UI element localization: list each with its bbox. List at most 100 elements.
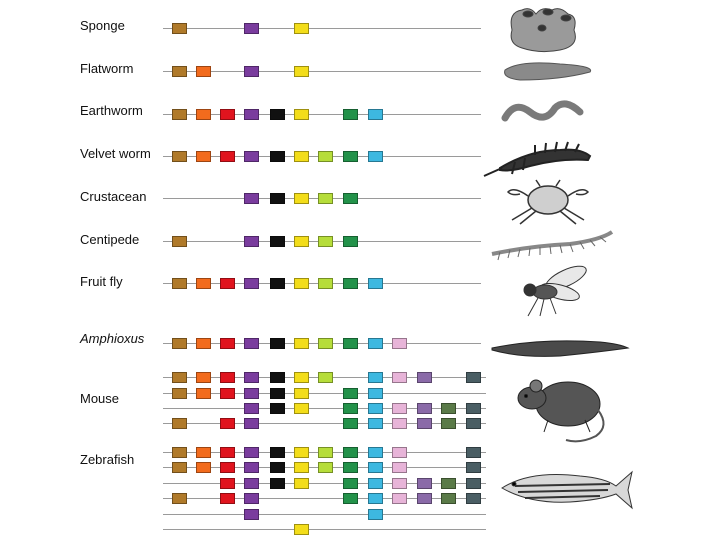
- fruit-fly-illustration: [523, 265, 587, 317]
- gene-box: [294, 372, 309, 383]
- gene-box: [220, 388, 235, 399]
- gene-box: [343, 109, 358, 120]
- taxon-label: Fruit fly: [80, 274, 123, 289]
- gene-box: [270, 151, 285, 162]
- gene-box: [270, 462, 285, 473]
- gene-box: [220, 372, 235, 383]
- cluster-line: [163, 529, 486, 530]
- flatworm-illustration: [504, 62, 592, 81]
- gene-box: [270, 403, 285, 414]
- gene-box: [417, 403, 432, 414]
- gene-box: [244, 493, 259, 504]
- amphioxus-illustration: [491, 340, 630, 357]
- gene-box: [343, 447, 358, 458]
- gene-box: [196, 66, 211, 77]
- gene-box: [220, 493, 235, 504]
- gene-box: [196, 278, 211, 289]
- gene-box: [172, 493, 187, 504]
- gene-box: [368, 151, 383, 162]
- gene-box: [172, 278, 187, 289]
- gene-box: [196, 372, 211, 383]
- zebrafish-illustration: [501, 470, 633, 510]
- cluster-line: [163, 71, 481, 72]
- gene-box: [244, 109, 259, 120]
- cluster-line: [163, 408, 486, 409]
- gene-box: [172, 447, 187, 458]
- gene-box: [294, 151, 309, 162]
- mouse-illustration: [517, 379, 605, 443]
- gene-box: [392, 447, 407, 458]
- gene-box: [466, 447, 481, 458]
- gene-box: [343, 388, 358, 399]
- gene-box: [196, 338, 211, 349]
- cluster-line: [163, 483, 486, 484]
- gene-box: [441, 493, 456, 504]
- gene-box: [392, 478, 407, 489]
- gene-box: [270, 447, 285, 458]
- gene-box: [294, 478, 309, 489]
- centipede-illustration: [491, 230, 614, 261]
- gene-box: [244, 418, 259, 429]
- gene-box: [466, 493, 481, 504]
- gene-box: [220, 478, 235, 489]
- gene-box: [270, 372, 285, 383]
- gene-box: [368, 278, 383, 289]
- gene-box: [294, 524, 309, 535]
- taxon-label: Crustacean: [80, 189, 147, 204]
- gene-box: [244, 478, 259, 489]
- gene-box: [294, 193, 309, 204]
- gene-box: [270, 338, 285, 349]
- taxon-label: Amphioxus: [80, 331, 145, 346]
- gene-box: [392, 338, 407, 349]
- gene-box: [441, 478, 456, 489]
- cluster-line: [163, 393, 486, 394]
- gene-box: [343, 418, 358, 429]
- gene-box: [318, 372, 333, 383]
- taxon-label: Flatworm: [80, 61, 134, 76]
- gene-box: [368, 388, 383, 399]
- gene-box: [244, 462, 259, 473]
- gene-box: [220, 418, 235, 429]
- gene-box: [220, 462, 235, 473]
- gene-box: [270, 278, 285, 289]
- cluster-line: [163, 423, 486, 424]
- gene-box: [270, 478, 285, 489]
- gene-box: [417, 372, 432, 383]
- gene-box: [244, 447, 259, 458]
- gene-box: [318, 447, 333, 458]
- gene-box: [220, 338, 235, 349]
- gene-box: [368, 418, 383, 429]
- gene-box: [294, 278, 309, 289]
- gene-box: [220, 447, 235, 458]
- gene-box: [294, 403, 309, 414]
- gene-box: [172, 66, 187, 77]
- gene-box: [244, 23, 259, 34]
- gene-box: [172, 462, 187, 473]
- gene-box: [368, 493, 383, 504]
- gene-box: [466, 403, 481, 414]
- sponge-illustration: [510, 8, 576, 53]
- gene-box: [343, 493, 358, 504]
- gene-box: [392, 372, 407, 383]
- gene-box: [294, 338, 309, 349]
- velvet-worm-illustration: [483, 141, 592, 177]
- gene-box: [343, 151, 358, 162]
- gene-box: [368, 462, 383, 473]
- gene-box: [172, 418, 187, 429]
- gene-box: [294, 388, 309, 399]
- gene-box: [172, 372, 187, 383]
- gene-box: [270, 236, 285, 247]
- gene-box: [368, 447, 383, 458]
- gene-box: [441, 418, 456, 429]
- taxon-label: Velvet worm: [80, 146, 151, 161]
- gene-box: [392, 493, 407, 504]
- gene-box: [294, 66, 309, 77]
- gene-box: [196, 388, 211, 399]
- gene-box: [270, 388, 285, 399]
- gene-box: [368, 338, 383, 349]
- gene-box: [392, 462, 407, 473]
- gene-box: [244, 509, 259, 520]
- gene-box: [318, 193, 333, 204]
- gene-box: [244, 403, 259, 414]
- gene-box: [294, 23, 309, 34]
